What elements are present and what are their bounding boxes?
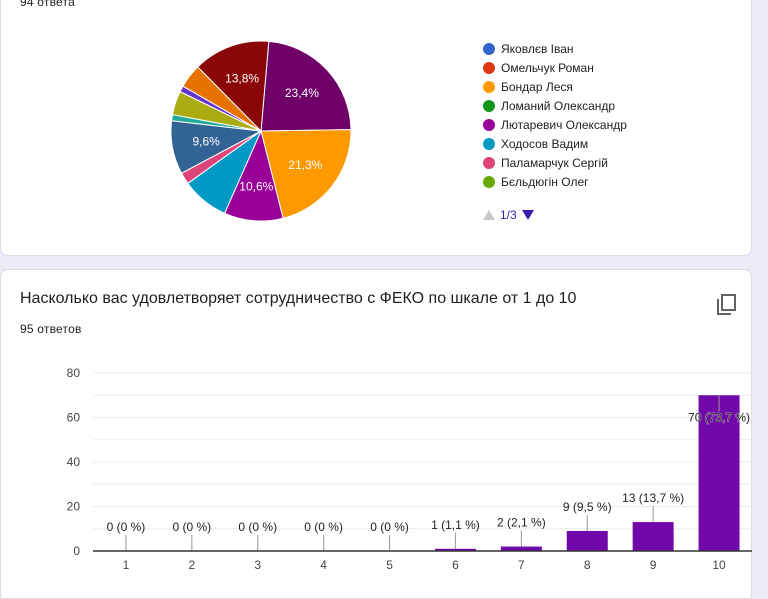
bar-data-label: 9 (9,5 %) [563, 500, 612, 514]
copy-icon[interactable] [716, 293, 738, 317]
bar-data-label: 0 (0 %) [370, 520, 409, 534]
y-tick-label: 20 [67, 500, 81, 514]
pie-slice[interactable] [260, 129, 352, 219]
bar-data-label: 1 (1,1 %) [431, 518, 480, 532]
pie-slice-label: 9,6% [192, 134, 220, 148]
y-tick-label: 80 [67, 366, 81, 380]
triangle-up-icon[interactable] [483, 210, 495, 220]
bar[interactable] [500, 546, 542, 551]
legend-pager: 1/3 [483, 208, 534, 222]
legend-label: Яковлєв Іван [501, 41, 574, 56]
legend-label: Омельчук Роман [501, 60, 594, 75]
pie-slice-label: 21,3% [288, 158, 322, 172]
legend-label: Бєльдюгін Олег [501, 174, 589, 189]
y-tick-label: 60 [67, 411, 81, 425]
scrollbar-track[interactable] [752, 0, 768, 587]
legend-dot-icon [483, 156, 495, 169]
x-tick-label: 4 [320, 558, 327, 572]
legend-label: Лютаревич Олександр [501, 117, 627, 132]
legend-label: Ломаний Олександр [501, 98, 616, 113]
response-count: 95 ответов [20, 322, 82, 336]
x-tick-label: 1 [123, 558, 130, 572]
x-tick-label: 8 [584, 558, 591, 572]
x-tick-label: 10 [712, 558, 726, 572]
legend-page-label: 1/3 [500, 208, 517, 222]
pie-slice-label: 10,6% [239, 180, 273, 194]
pie-slice-label: 23,4% [285, 86, 319, 100]
bar[interactable] [566, 530, 608, 551]
x-tick-label: 2 [189, 558, 196, 572]
legend-dot-icon [483, 99, 495, 112]
bar-data-label: 2 (2,1 %) [497, 516, 546, 530]
y-tick-label: 0 [73, 544, 80, 558]
triangle-down-icon[interactable] [521, 210, 534, 220]
pie-slice[interactable] [260, 40, 352, 132]
legend-dot-icon [483, 80, 495, 93]
legend-dot-icon [483, 61, 495, 74]
legend-item: Бєльдюгін Олег [483, 172, 627, 191]
bar-data-label: 0 (0 %) [107, 520, 146, 534]
bar[interactable] [698, 395, 740, 551]
legend-label: Бондар Леся [501, 79, 573, 94]
legend-item: Лютаревич Олександр [483, 115, 627, 134]
question-title: Насколько вас удовлетворяет сотрудничест… [20, 290, 577, 307]
x-tick-label: 3 [254, 558, 261, 572]
bar[interactable] [434, 548, 476, 551]
legend-item: Бондар Леся [483, 77, 627, 96]
legend-dot-icon [483, 137, 495, 150]
x-tick-label: 5 [386, 558, 393, 572]
legend-item: Яковлєв Іван [483, 39, 627, 58]
bar-data-label: 0 (0 %) [238, 520, 277, 534]
bar-data-label: 13 (13,7 %) [622, 491, 684, 505]
legend-item: Омельчук Роман [483, 58, 627, 77]
legend-item: Ломаний Олександр [483, 96, 627, 115]
legend-label: Паламарчук Сергій [501, 155, 608, 170]
legend-dot-icon [483, 42, 495, 55]
legend-dot-icon [483, 175, 495, 188]
bar-chart-card [0, 269, 752, 599]
pie-chart: 23,4% 21,3% 10,6% 9,6% 13,8% [170, 40, 352, 222]
legend-item: Паламарчук Сергій [483, 153, 627, 172]
x-tick-label: 6 [452, 558, 459, 572]
bar-data-label: 0 (0 %) [304, 520, 343, 534]
y-tick-label: 40 [67, 455, 81, 469]
pie-chart-card [0, 0, 752, 256]
pie-slice[interactable] [197, 40, 270, 133]
legend-item: Ходосов Вадим [483, 134, 627, 153]
pie-slice-label: 13,8% [225, 72, 259, 86]
x-tick-label: 7 [518, 558, 525, 572]
pie-legend: Яковлєв Іван Омельчук Роман Бондар Леся Лом… [483, 39, 627, 191]
response-count: 94 ответа [20, 0, 75, 9]
bar[interactable] [632, 522, 674, 551]
bar-data-label: 0 (0 %) [173, 520, 212, 534]
bar-chart: 0 20 40 60 80 0 (0 %) 1 0 (0 %) 2 0 (0 %) 3 0 (0 %)… [67, 366, 752, 572]
x-tick-label: 9 [650, 558, 657, 572]
legend-dot-icon [483, 118, 495, 131]
legend-label: Ходосов Вадим [501, 136, 589, 151]
bar-data-label: 70 (73,7 %) [688, 410, 750, 424]
